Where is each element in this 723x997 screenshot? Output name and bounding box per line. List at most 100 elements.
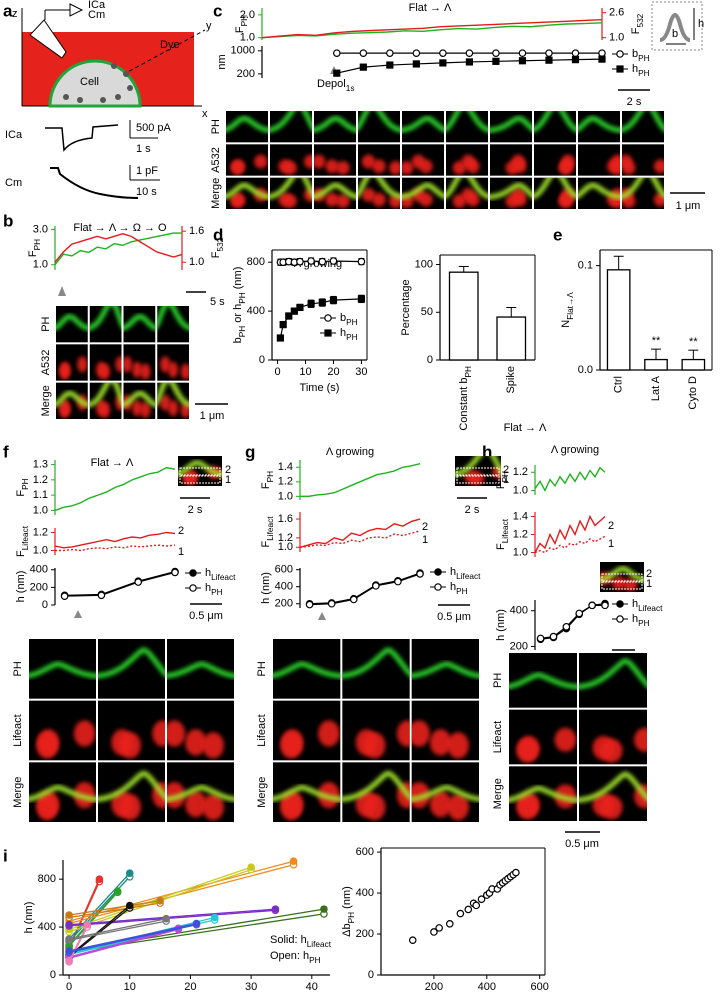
tick-label: 1.0 [189, 256, 204, 268]
axis-label: FLifeact [15, 525, 30, 557]
subscript: PH [501, 471, 510, 483]
series-line [309, 572, 421, 605]
marker [97, 591, 106, 600]
marker [512, 868, 520, 877]
tick-label: 100 [415, 258, 433, 270]
label: 500 pA [136, 122, 172, 134]
marker [616, 615, 624, 623]
marker [477, 895, 486, 904]
marker [210, 913, 219, 922]
label: 1 s [136, 143, 151, 155]
marker [307, 257, 315, 265]
image-content [358, 111, 400, 133]
red-blob [36, 732, 58, 759]
image-content [167, 782, 234, 821]
green-band [123, 390, 156, 408]
series-line [68, 900, 161, 916]
tick-label: 1.0 [278, 541, 293, 553]
red-blob [554, 727, 577, 752]
tick-label: 3.0 [33, 223, 48, 235]
image-content [167, 661, 234, 679]
image-content [578, 115, 620, 133]
marker [562, 622, 571, 631]
tick-label: 1.2 [278, 476, 293, 488]
tick-label: 0 [427, 354, 433, 366]
text-part: (nm) [341, 886, 353, 912]
image-cell [167, 639, 234, 699]
red-blob [132, 361, 143, 378]
green-band [89, 306, 122, 331]
legend-label: hPH [632, 613, 650, 628]
tick-label: 1.6 [278, 513, 293, 525]
category-label: Spike [505, 366, 517, 394]
series-line [68, 920, 167, 941]
marker [192, 919, 201, 928]
legend-label: hLifeact [450, 566, 481, 581]
red-blob [185, 790, 207, 818]
red-blob [634, 727, 647, 752]
tick-label: 0 [275, 366, 281, 378]
image-content [111, 720, 165, 759]
subscript: PH [309, 956, 321, 965]
row-label: PH [40, 316, 52, 331]
marker [571, 56, 580, 64]
red-blob [304, 154, 312, 169]
image-content [534, 177, 576, 209]
row-label: A532 [40, 350, 52, 376]
roi [601, 573, 643, 582]
marker [329, 296, 338, 304]
marker [156, 896, 164, 905]
tick-label: 1.4 [513, 510, 528, 522]
green-band [455, 456, 501, 477]
image-cell [29, 639, 96, 699]
text-part: Δb [341, 923, 353, 936]
green-band [579, 771, 647, 803]
label: 5 s [210, 296, 225, 308]
tick-label: 600 [356, 846, 374, 858]
image-content [29, 782, 96, 821]
marker [518, 49, 527, 57]
tick-label: 400 [247, 305, 265, 317]
series-line [534, 535, 606, 554]
red-blob [318, 720, 340, 747]
marker [616, 65, 624, 73]
row-label: Merge [40, 385, 52, 416]
subscript: Lifeact [638, 604, 663, 613]
marker [276, 334, 284, 342]
red-blob [77, 356, 88, 373]
legend-label: hLifeact [632, 598, 663, 613]
text-part: b [340, 312, 346, 324]
marker [412, 49, 421, 57]
marker [416, 570, 424, 578]
text-part: or h [232, 304, 244, 326]
green-band [622, 111, 664, 133]
image-content [226, 182, 268, 209]
image-content [402, 115, 444, 133]
red-blob [600, 795, 623, 820]
marker [305, 600, 314, 609]
image-content [36, 720, 96, 759]
marker [296, 303, 304, 312]
marker [125, 901, 134, 910]
axis-label: Flat → Λ [504, 422, 547, 434]
image-content [534, 111, 576, 133]
panel-letter: b [3, 211, 13, 230]
series-line [54, 466, 176, 512]
red-blob [160, 394, 171, 411]
tick-label: 1.0 [513, 546, 528, 558]
panel-letter: c [213, 1, 222, 20]
image-content [270, 177, 312, 209]
label: Cm [88, 9, 105, 21]
shape-inset [651, 1, 703, 51]
red-blob [402, 160, 414, 175]
label: 2 [503, 464, 509, 476]
green-band [579, 658, 647, 690]
panel-letter: f [3, 442, 9, 461]
red-blob [611, 576, 626, 590]
subscript: Lifeact [266, 516, 275, 541]
red-blob [283, 160, 297, 175]
marker [289, 857, 298, 865]
tick-label: 0.0 [578, 364, 593, 376]
marker [386, 61, 394, 69]
image-content [411, 782, 479, 821]
